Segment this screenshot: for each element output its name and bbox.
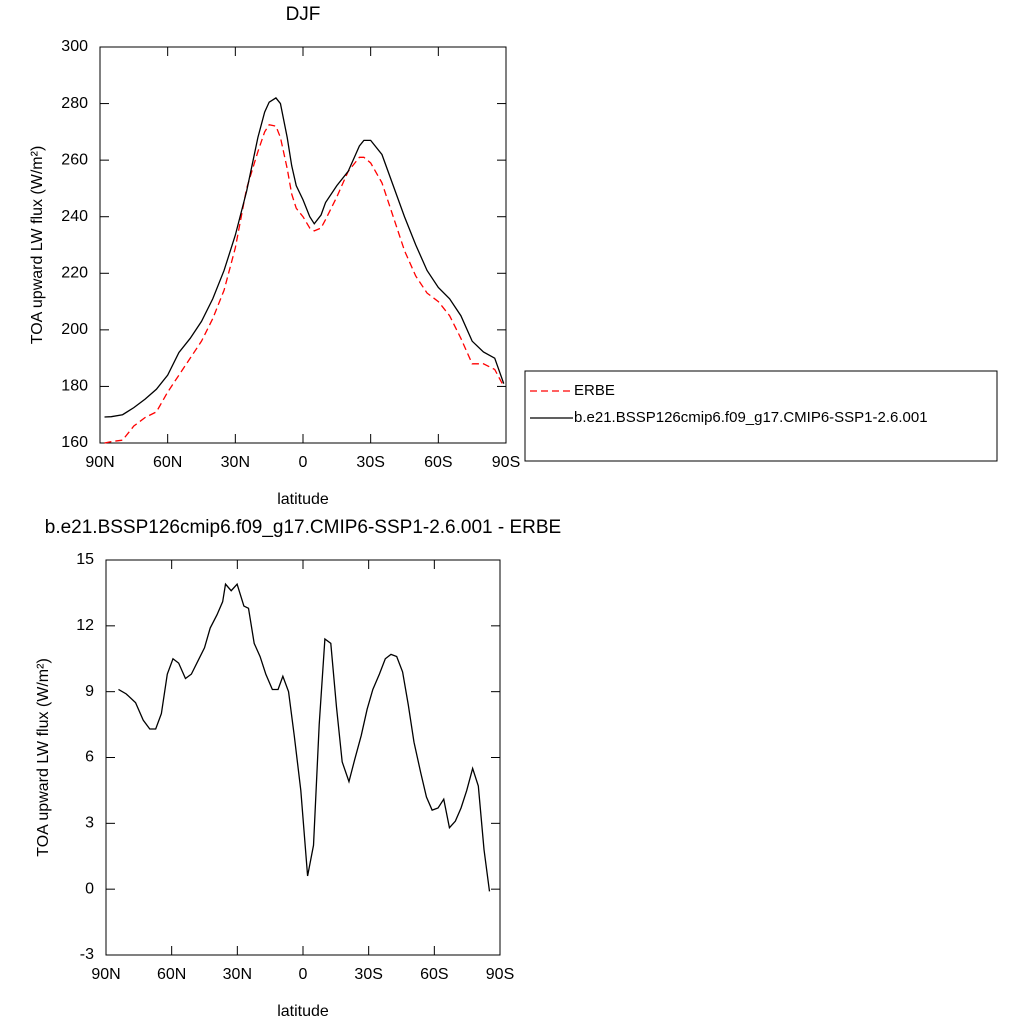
y-tick-label: 240 xyxy=(61,208,88,225)
x-tick-label: 0 xyxy=(299,966,308,983)
x-tick-label: 30S xyxy=(356,454,384,471)
x-tick-label: 30N xyxy=(223,966,252,983)
x-tick-label: 30N xyxy=(221,454,250,471)
y-tick-label: 280 xyxy=(61,95,88,112)
x-axis-label: latitude xyxy=(277,1003,329,1020)
x-tick-label: 60S xyxy=(420,966,448,983)
x-axis-label: latitude xyxy=(277,491,329,508)
y-tick-label: -3 xyxy=(80,946,94,963)
data-line xyxy=(104,97,505,418)
chart-title: DJF xyxy=(286,4,321,25)
legend-label: ERBE xyxy=(574,382,615,399)
x-tick-label: 30S xyxy=(354,966,382,983)
x-tick-label: 90S xyxy=(492,454,520,471)
y-tick-label: 180 xyxy=(61,378,88,395)
x-tick-label: 60S xyxy=(424,454,452,471)
y-tick-label: 260 xyxy=(61,151,88,168)
y-tick-label: 3 xyxy=(85,815,94,832)
legend-label: b.e21.BSSP126cmip6.f09_g17.CMIP6-SSP1-2.… xyxy=(574,409,928,426)
plot-frame xyxy=(105,559,501,956)
data-line xyxy=(118,582,491,892)
x-tick-label: 90S xyxy=(486,966,514,983)
chart-title: b.e21.BSSP126cmip6.f09_g17.CMIP6-SSP1-2.… xyxy=(45,517,561,538)
x-tick-label: 0 xyxy=(299,454,308,471)
x-tick-label: 60N xyxy=(153,454,182,471)
y-tick-label: 15 xyxy=(76,551,94,568)
y-tick-label: 9 xyxy=(85,683,94,700)
y-axis-label: TOA upward LW flux (W/m²) xyxy=(29,146,46,345)
y-tick-label: 6 xyxy=(85,749,94,766)
y-tick-label: 0 xyxy=(85,880,94,897)
data-line xyxy=(104,124,505,444)
x-tick-label: 60N xyxy=(157,966,186,983)
y-tick-label: 160 xyxy=(61,434,88,451)
y-tick-label: 200 xyxy=(61,321,88,338)
x-tick-label: 90N xyxy=(85,454,114,471)
x-tick-label: 90N xyxy=(91,966,120,983)
y-tick-label: 220 xyxy=(61,265,88,282)
y-tick-label: 12 xyxy=(76,617,94,634)
y-axis-label: TOA upward LW flux (W/m²) xyxy=(35,658,52,857)
legend-box xyxy=(524,370,998,462)
y-tick-label: 300 xyxy=(61,38,88,55)
